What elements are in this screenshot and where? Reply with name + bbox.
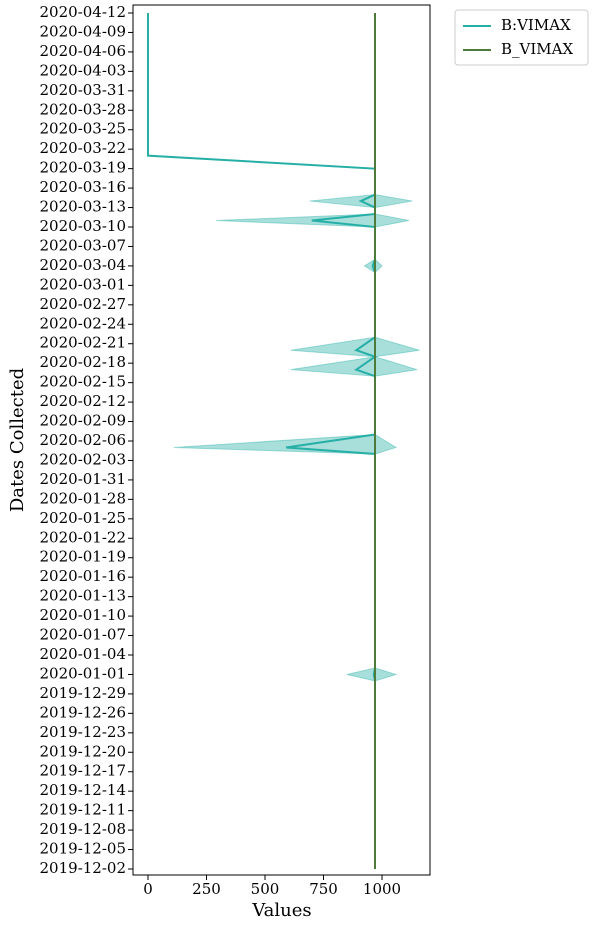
y-tick-label: 2020-01-07 [40, 626, 126, 644]
y-tick-label: 2020-01-13 [40, 587, 126, 605]
x-axis-title: Values [251, 900, 311, 921]
y-tick-label: 2020-02-09 [40, 412, 126, 430]
y-tick-label: 2020-03-10 [40, 217, 126, 235]
y-tick-label: 2020-04-09 [40, 22, 126, 40]
legend-label: B:VIMAX [501, 16, 571, 34]
y-tick-label: 2019-12-29 [40, 684, 126, 702]
x-tick-label: 1000 [363, 880, 401, 898]
y-tick-label: 2020-01-25 [40, 509, 126, 527]
x-tick-label: 500 [251, 880, 280, 898]
y-tick-label: 2020-04-06 [40, 42, 126, 60]
y-tick-label: 2020-01-22 [40, 528, 126, 546]
y-tick-label: 2020-03-04 [40, 256, 126, 274]
y-axis-title: Dates Collected [7, 368, 28, 512]
error-band [147, 13, 420, 869]
y-tick-label: 2020-01-31 [40, 470, 126, 488]
y-tick-label: 2020-03-16 [40, 178, 126, 196]
x-tick-label: 0 [143, 880, 153, 898]
y-tick-label: 2020-02-21 [40, 334, 126, 352]
y-tick-label: 2020-03-07 [40, 236, 126, 254]
y-tick-label: 2020-01-19 [40, 548, 126, 566]
y-tick-label: 2020-02-15 [40, 373, 126, 391]
plot-frame [132, 4, 431, 876]
y-tick-label: 2020-04-03 [40, 61, 126, 79]
y-tick-label: 2020-04-12 [40, 3, 126, 21]
y-tick-label: 2020-02-27 [40, 295, 126, 313]
y-tick-label: 2019-12-02 [40, 859, 126, 877]
legend-label: B_VIMAX [501, 40, 573, 58]
y-tick-label: 2020-02-03 [40, 450, 126, 468]
y-tick-label: 2019-12-08 [40, 820, 126, 838]
y-tick-label: 2019-12-14 [40, 781, 126, 799]
legend-box [454, 9, 589, 66]
y-tick-label: 2020-01-28 [40, 489, 126, 507]
y-tick-label: 2020-03-28 [40, 100, 126, 118]
y-tick-label: 2020-03-19 [40, 159, 126, 177]
y-tick-label: 2020-03-01 [40, 275, 126, 293]
y-tick-label: 2020-01-16 [40, 567, 126, 585]
y-tick-label: 2019-12-11 [40, 801, 126, 819]
y-tick-label: 2020-02-24 [40, 314, 126, 332]
y-tick-label: 2020-01-04 [40, 645, 126, 663]
y-tick-label: 2020-03-13 [40, 198, 126, 216]
y-tick-label: 2020-02-06 [40, 431, 126, 449]
y-tick-label: 2019-12-26 [40, 703, 126, 721]
y-tick-label: 2020-03-25 [40, 120, 126, 138]
y-tick-label: 2020-01-01 [40, 664, 126, 682]
y-tick-label: 2020-02-18 [40, 353, 126, 371]
x-tick-label: 250 [192, 880, 221, 898]
y-tick-label: 2020-03-22 [40, 139, 126, 157]
y-tick-label: 2019-12-23 [40, 723, 126, 741]
y-tick-label: 2020-01-10 [40, 606, 126, 624]
x-tick-label: 750 [309, 880, 338, 898]
y-tick-label: 2020-02-12 [40, 392, 126, 410]
y-tick-label: 2019-12-17 [40, 762, 126, 780]
y-tick-label: 2019-12-20 [40, 742, 126, 760]
y-tick-label: 2020-03-31 [40, 81, 126, 99]
y-tick-label: 2019-12-05 [40, 840, 126, 858]
